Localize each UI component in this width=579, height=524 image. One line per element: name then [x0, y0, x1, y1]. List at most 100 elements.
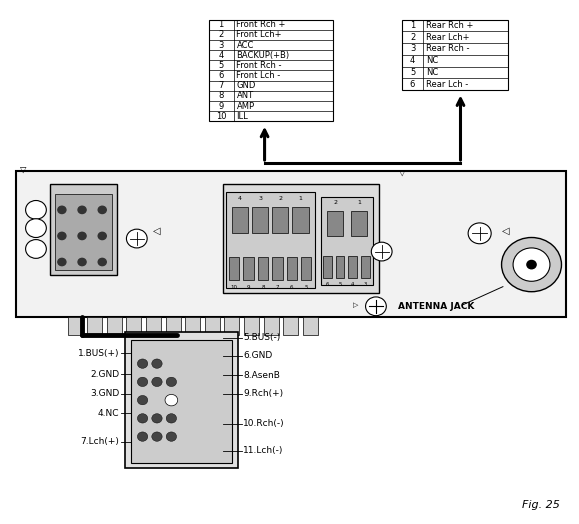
Text: 1: 1 — [357, 200, 361, 205]
Text: Rear Rch +: Rear Rch + — [426, 21, 474, 30]
Text: 4: 4 — [410, 56, 415, 65]
Text: 2: 2 — [219, 30, 224, 39]
Text: ANTENNA JACK: ANTENNA JACK — [398, 302, 475, 311]
Bar — [146, 316, 161, 335]
Bar — [272, 208, 288, 233]
Text: AMP: AMP — [236, 102, 255, 111]
Text: 2: 2 — [410, 32, 415, 42]
Circle shape — [58, 258, 66, 266]
Circle shape — [78, 232, 86, 239]
Bar — [87, 316, 102, 335]
Circle shape — [165, 395, 178, 406]
Text: 8: 8 — [261, 286, 265, 290]
Bar — [50, 184, 116, 275]
Bar — [209, 19, 333, 121]
Text: ANT: ANT — [236, 91, 254, 101]
Text: 10: 10 — [230, 286, 238, 290]
Text: 2: 2 — [278, 196, 283, 201]
Text: GND: GND — [236, 81, 256, 90]
Text: BACKUP(+B): BACKUP(+B) — [236, 51, 290, 60]
Bar — [349, 256, 357, 278]
Bar — [166, 316, 181, 335]
Circle shape — [137, 377, 148, 387]
Circle shape — [78, 206, 86, 213]
Text: 1.BUS(+): 1.BUS(+) — [78, 348, 119, 358]
Text: 2: 2 — [333, 200, 337, 205]
Bar — [232, 208, 248, 233]
Bar — [303, 316, 318, 335]
Bar — [361, 256, 369, 278]
Bar — [323, 256, 332, 278]
Circle shape — [137, 432, 148, 441]
Circle shape — [527, 260, 536, 269]
Text: ILL: ILL — [236, 112, 248, 121]
Text: Front Lch+: Front Lch+ — [236, 30, 282, 39]
Text: 9.Rch(+): 9.Rch(+) — [243, 389, 284, 398]
Bar — [107, 316, 122, 335]
Bar — [272, 257, 283, 280]
Circle shape — [152, 413, 162, 423]
Circle shape — [152, 432, 162, 441]
Bar — [229, 257, 239, 280]
Text: 10.Rch(-): 10.Rch(-) — [243, 419, 285, 428]
Circle shape — [468, 223, 491, 244]
Bar — [263, 316, 278, 335]
Text: 3.GND: 3.GND — [90, 389, 119, 398]
Circle shape — [98, 232, 107, 239]
Text: 1: 1 — [410, 21, 415, 30]
Circle shape — [152, 359, 162, 368]
Text: 2.GND: 2.GND — [90, 369, 119, 378]
Bar — [226, 192, 316, 288]
Bar — [223, 184, 379, 293]
Text: ▷: ▷ — [353, 302, 358, 308]
Bar — [125, 332, 237, 468]
Circle shape — [365, 297, 386, 315]
Text: NC: NC — [426, 68, 438, 77]
Bar — [351, 211, 367, 236]
Bar — [205, 316, 220, 335]
Text: 6.GND: 6.GND — [243, 351, 273, 361]
Circle shape — [78, 258, 86, 266]
Bar — [131, 340, 232, 463]
Bar — [243, 257, 254, 280]
Text: 3: 3 — [218, 40, 224, 50]
Circle shape — [166, 377, 177, 387]
Bar — [252, 208, 268, 233]
Bar — [292, 208, 309, 233]
Circle shape — [58, 232, 66, 239]
Bar — [185, 316, 200, 335]
Circle shape — [25, 201, 46, 219]
Text: 1: 1 — [299, 196, 302, 201]
Bar — [301, 257, 312, 280]
Circle shape — [58, 206, 66, 213]
Circle shape — [152, 377, 162, 387]
Text: 6: 6 — [290, 286, 294, 290]
Bar — [225, 316, 239, 335]
Circle shape — [98, 258, 107, 266]
Text: 3: 3 — [364, 282, 367, 287]
Bar — [68, 316, 83, 335]
Text: 3: 3 — [258, 196, 262, 201]
Text: 5: 5 — [410, 68, 415, 77]
Text: 4.NC: 4.NC — [98, 409, 119, 418]
Circle shape — [98, 206, 107, 213]
Text: Rear Rch -: Rear Rch - — [426, 45, 470, 53]
Text: Rear Lch -: Rear Lch - — [426, 80, 468, 89]
Bar — [16, 171, 566, 316]
Text: 6: 6 — [218, 71, 224, 80]
Text: 8: 8 — [218, 91, 224, 101]
Text: 7.Lch(+): 7.Lch(+) — [80, 438, 119, 446]
Text: 5: 5 — [305, 286, 308, 290]
Text: 6: 6 — [325, 282, 329, 287]
Circle shape — [513, 248, 550, 281]
Text: Front Rch -: Front Rch - — [236, 61, 282, 70]
Text: 5: 5 — [338, 282, 342, 287]
Text: 6: 6 — [410, 80, 415, 89]
Text: Rear Lch+: Rear Lch+ — [426, 32, 470, 42]
Text: 10: 10 — [216, 112, 226, 121]
Bar — [126, 316, 141, 335]
Text: ◁: ◁ — [153, 226, 161, 236]
Text: 9: 9 — [247, 286, 250, 290]
Text: 4: 4 — [238, 196, 242, 201]
Circle shape — [166, 396, 177, 405]
